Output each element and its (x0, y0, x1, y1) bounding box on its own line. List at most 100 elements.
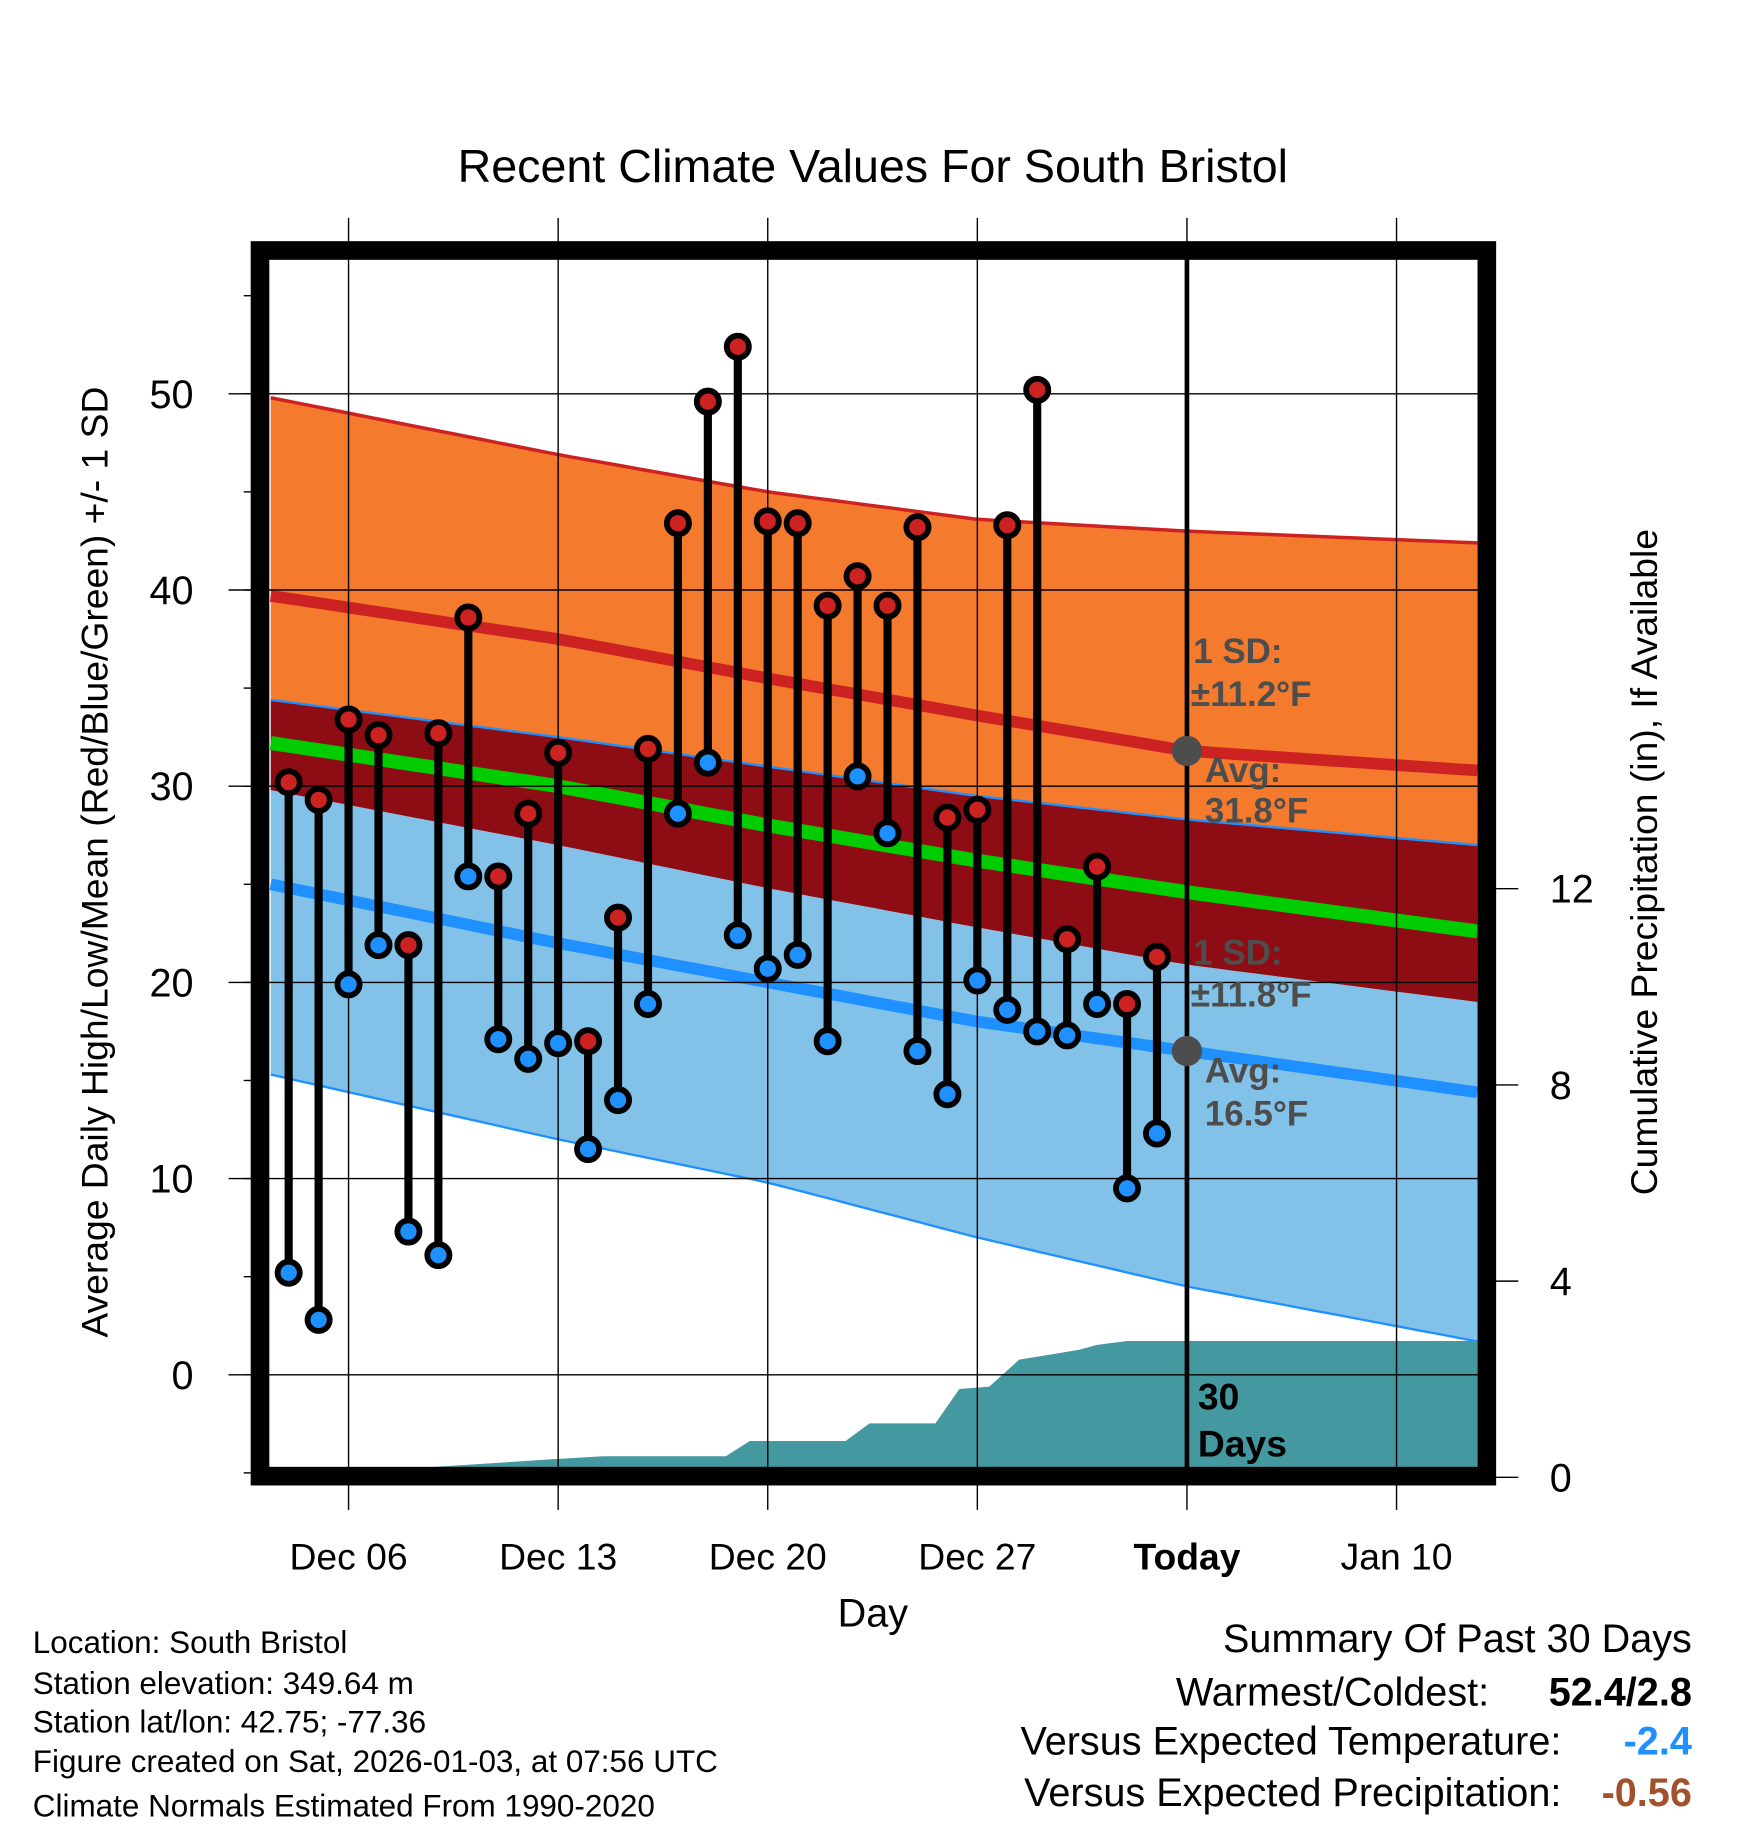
daily-high-point (1023, 375, 1052, 404)
daily-low-point (484, 1025, 513, 1054)
chart-title: Recent Climate Values For South Bristol (458, 140, 1288, 192)
daily-high-point (723, 332, 752, 361)
summary-warmest-coldest-value: 52.4/2.8 (1549, 1671, 1692, 1715)
daily-low-point (1113, 1174, 1142, 1203)
daily-low-point (1023, 1017, 1052, 1046)
daily-high-point (843, 562, 872, 591)
high-avg-value: 31.8°F (1205, 792, 1308, 831)
summary-temp-label: Versus Expected Temperature: (1020, 1720, 1561, 1764)
period-count: 30 (1198, 1376, 1239, 1418)
daily-low-point (1053, 1021, 1082, 1050)
daily-low-point (304, 1305, 333, 1334)
daily-low-point (334, 970, 363, 999)
footer-location: Location: South Bristol (33, 1625, 348, 1660)
y2-tick-label: 8 (1550, 1064, 1572, 1108)
daily-low-point (753, 954, 782, 983)
daily-high-point (993, 511, 1022, 540)
daily-low-point (544, 1029, 573, 1058)
low-sd-value: ±11.8°F (1191, 976, 1312, 1015)
footer-elevation: Station elevation: 349.64 m (33, 1666, 414, 1701)
daily-low-point (693, 748, 722, 777)
daily-low-point (843, 762, 872, 791)
summary-warmest-coldest-label: Warmest/Coldest: (1176, 1671, 1489, 1715)
data-marks (274, 258, 1190, 1468)
high-avg-marker (1171, 735, 1203, 767)
daily-high-point (454, 603, 483, 632)
footer-info: Location: South Bristol Station elevatio… (33, 1625, 718, 1823)
footer-latlon: Station lat/lon: 42.75; -77.36 (33, 1704, 426, 1739)
summary-precip-label: Versus Expected Precipitation: (1024, 1771, 1561, 1815)
summary-temp-value: -2.4 (1624, 1720, 1692, 1764)
daily-high-point (544, 738, 573, 767)
high-sd-label: 1 SD: (1193, 632, 1282, 671)
daily-high-point (633, 734, 662, 763)
y-tick-label: 40 (150, 569, 194, 613)
high-sd-value: ±11.2°F (1191, 675, 1312, 714)
x-tick-label: Dec 06 (290, 1535, 408, 1577)
precip-area (417, 1340, 1478, 1468)
y2-tick-label: 0 (1550, 1456, 1572, 1500)
daily-low-point (454, 862, 483, 891)
daily-high-point (1083, 852, 1112, 881)
y-tick-label: 50 (150, 373, 194, 417)
daily-low-point (1143, 1119, 1171, 1148)
summary-panel: Summary Of Past 30 Days Warmest/Coldest:… (1020, 1617, 1691, 1815)
daily-low-point (723, 921, 752, 950)
daily-low-point (783, 940, 812, 969)
summary-precip-value: -0.56 (1602, 1771, 1692, 1815)
footer-normals: Climate Normals Estimated From 1990-2020 (33, 1788, 655, 1823)
plot-frame (250, 241, 1497, 1486)
x-tick-label: Jan 10 (1341, 1535, 1453, 1577)
low-minus-sd-line (270, 1073, 1478, 1343)
low-sd-band (270, 790, 1478, 1342)
daily-low-point (873, 819, 902, 848)
y-axis-label: Average Daily High/Low/Mean (Red/Blue/Gr… (73, 387, 115, 1338)
daily-low-point (993, 995, 1022, 1024)
daily-low-point (394, 1217, 423, 1246)
y2-axis-label: Cumulative Precipitation (in), If Availa… (1623, 529, 1665, 1195)
daily-low-point (633, 989, 662, 1018)
daily-high-point (783, 509, 812, 538)
low-avg-value: 16.5°F (1205, 1094, 1308, 1133)
daily-high-point (693, 387, 722, 416)
daily-high-point (334, 705, 363, 734)
footer-created: Figure created on Sat, 2026-01-03, at 07… (33, 1744, 718, 1779)
high-avg-label: Avg: (1205, 751, 1281, 790)
x-tick-label: Dec 20 (709, 1535, 827, 1577)
daily-high-point (663, 509, 692, 538)
low-mean-line (269, 878, 1478, 1099)
daily-low-point (424, 1241, 453, 1270)
y-tick-label: 30 (150, 765, 194, 809)
summary-title: Summary Of Past 30 Days (1223, 1617, 1692, 1661)
y2-tick-label: 4 (1550, 1260, 1572, 1304)
low-avg-marker (1171, 1035, 1203, 1067)
daily-high-point (1053, 925, 1082, 954)
daily-low-point (604, 1086, 633, 1115)
overlap-band (270, 699, 1478, 1002)
y-tick-label: 0 (172, 1354, 194, 1398)
daily-high-point (1143, 942, 1171, 971)
daily-low-point (574, 1135, 603, 1164)
daily-high-point (514, 799, 543, 828)
x-tick-label: Dec 13 (499, 1535, 617, 1577)
low-sd-label: 1 SD: (1193, 934, 1282, 973)
plot-area (269, 258, 1478, 1468)
daily-high-point (963, 795, 992, 824)
y2-tick-label: 12 (1550, 868, 1594, 912)
daily-high-point (813, 591, 842, 620)
daily-low-point (364, 931, 393, 960)
daily-high-point (484, 862, 513, 891)
low-avg-label: Avg: (1205, 1051, 1281, 1090)
x-tick-label: Dec 27 (918, 1535, 1036, 1577)
daily-high-point (873, 591, 902, 620)
y-tick-label: 20 (150, 961, 194, 1005)
daily-high-point (933, 803, 962, 832)
daily-low-point (963, 966, 992, 995)
high-sd-band (270, 397, 1478, 846)
daily-high-point (1113, 989, 1142, 1018)
daily-high-point (304, 785, 333, 814)
axes: Dec 06 Dec 13 Dec 20 Dec 27 Today Jan 10 0 10 20… (150, 294, 1594, 1577)
daily-low-point (274, 1258, 303, 1287)
